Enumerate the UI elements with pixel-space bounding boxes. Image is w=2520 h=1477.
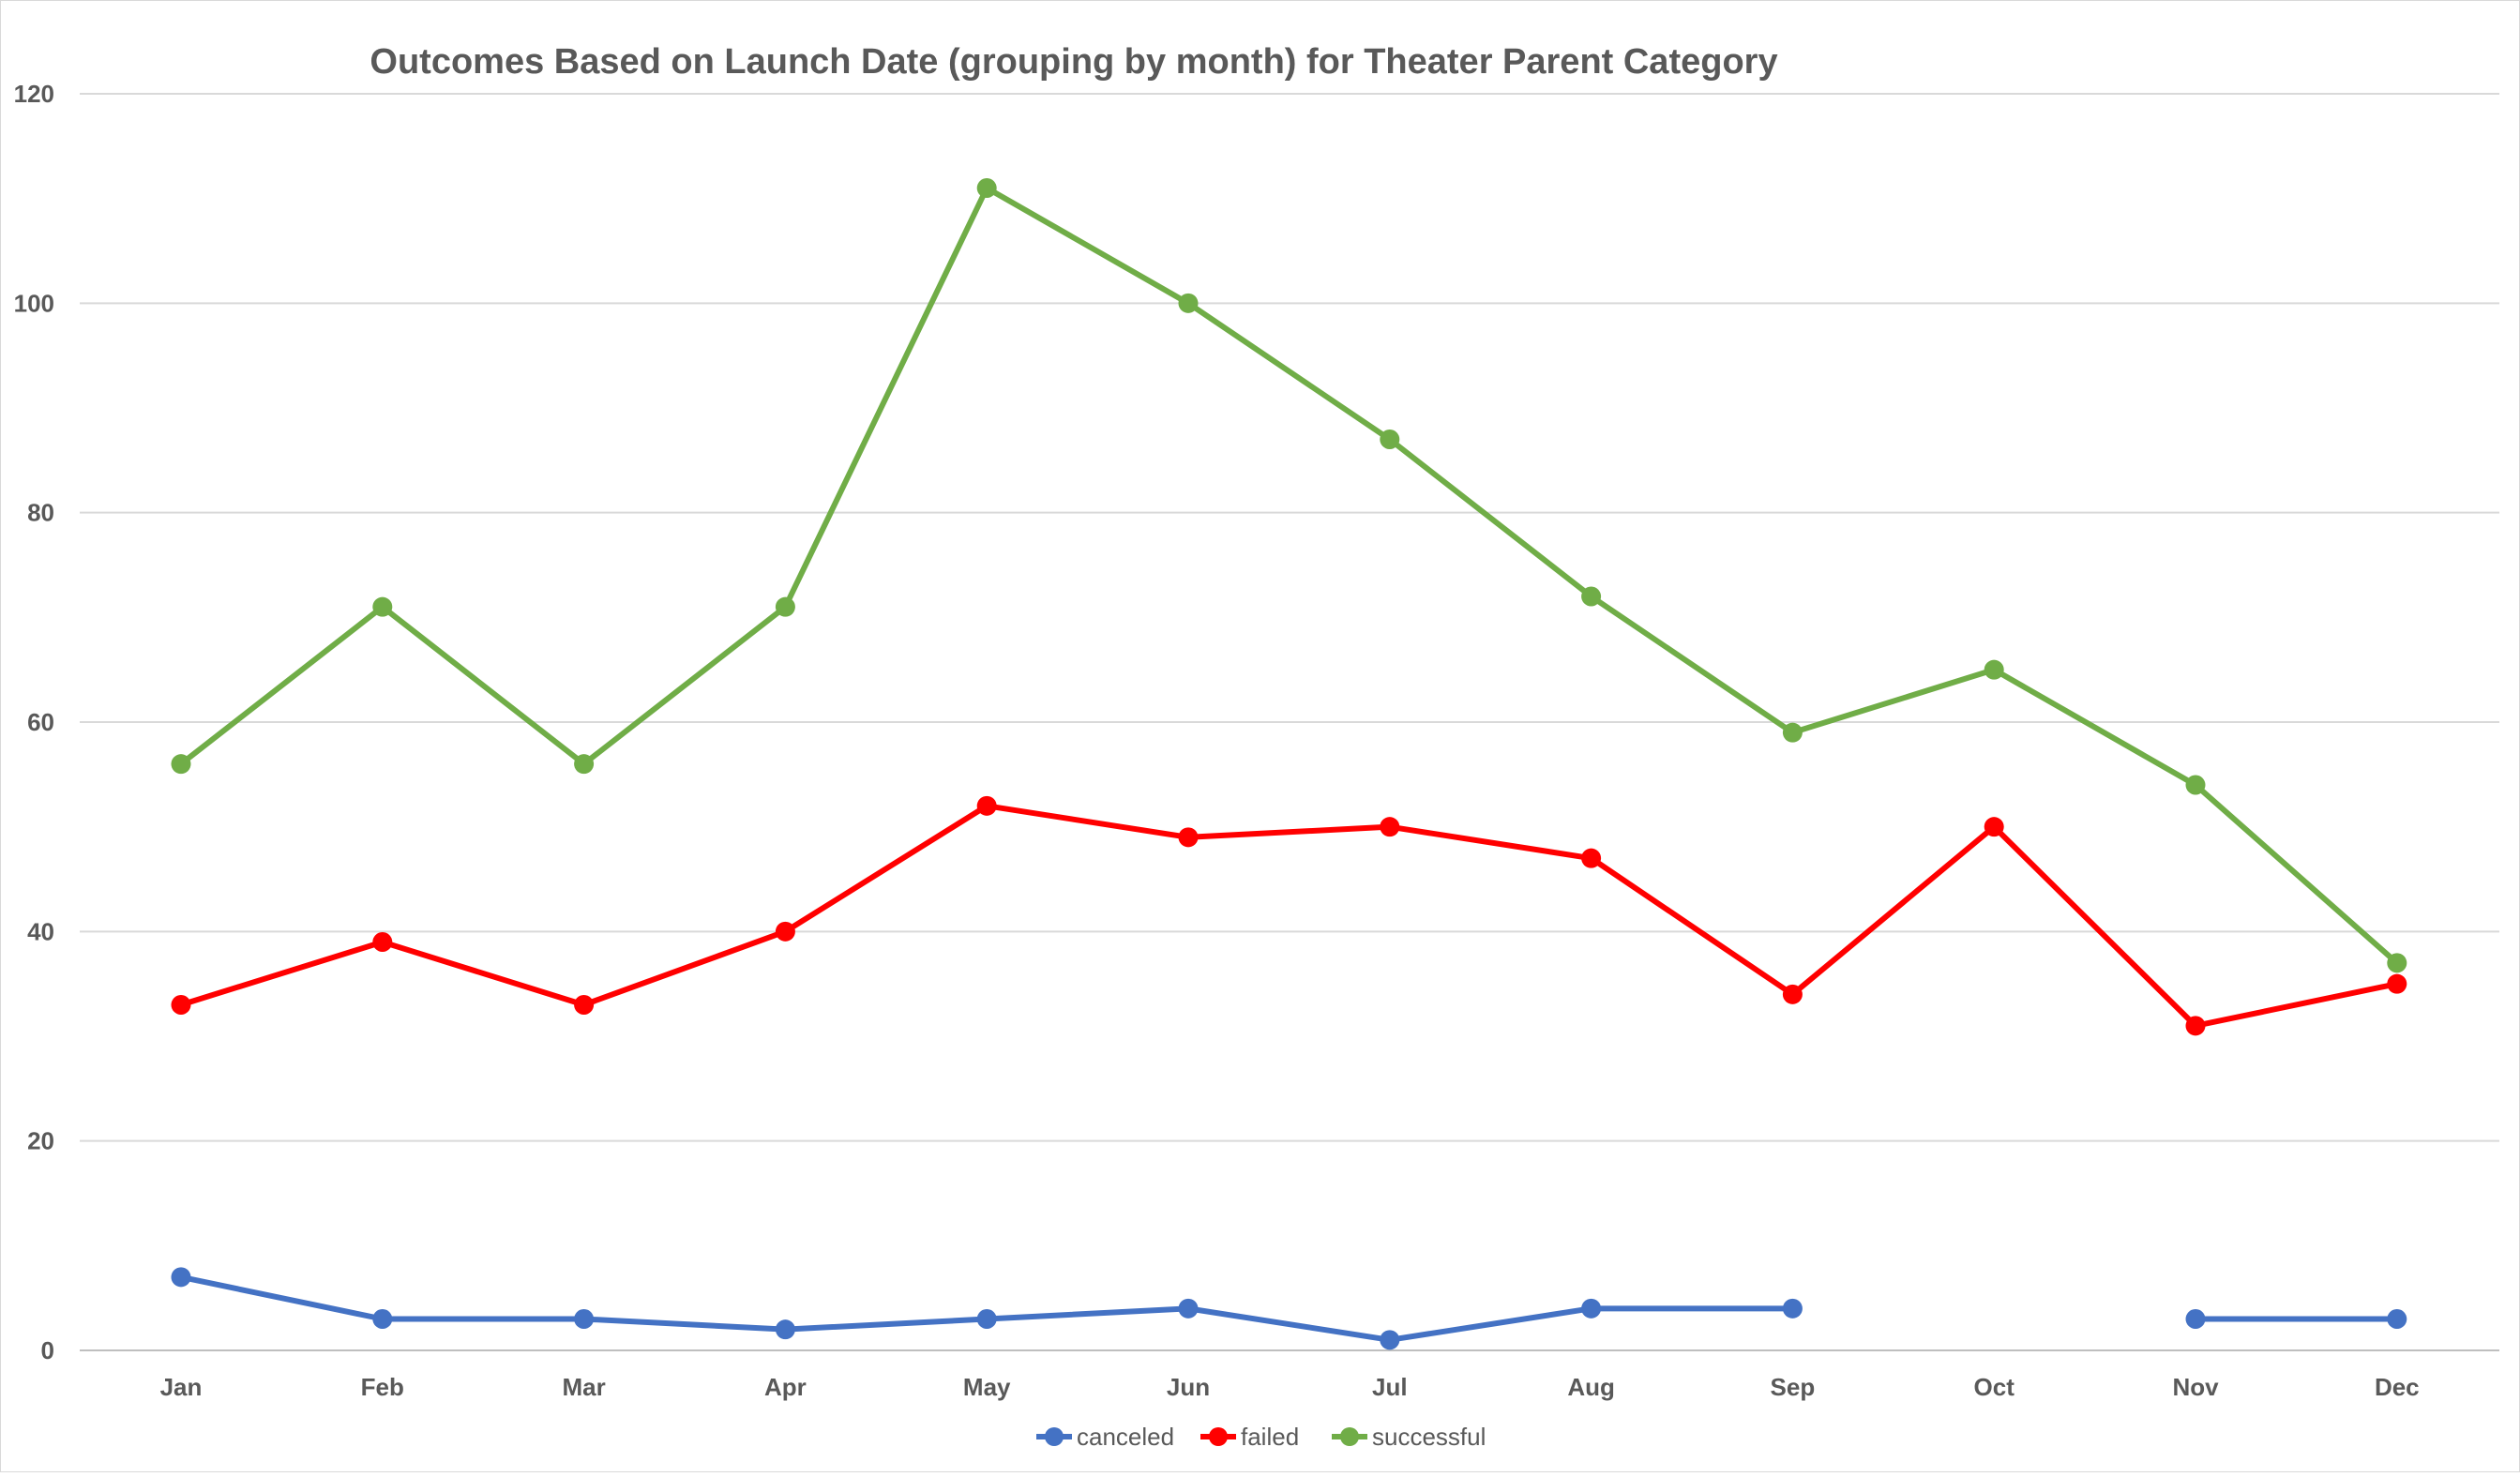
x-tick-label: Dec — [2375, 1373, 2420, 1401]
gridlines — [80, 93, 2499, 1351]
y-tick-label: 40 — [27, 917, 54, 945]
data-point — [2387, 1309, 2407, 1329]
data-point — [1178, 827, 1199, 848]
data-point — [775, 1319, 795, 1340]
data-point — [2185, 775, 2206, 795]
data-point — [171, 1267, 191, 1288]
data-point — [574, 754, 595, 775]
data-point — [976, 1309, 997, 1329]
data-point — [372, 1309, 393, 1329]
x-tick-label: May — [963, 1373, 1011, 1401]
data-point — [1984, 817, 2004, 837]
data-point — [2387, 973, 2407, 994]
x-tick-label: Jun — [1167, 1373, 1210, 1401]
data-point — [372, 596, 393, 617]
data-point — [2185, 1016, 2206, 1036]
series-lines — [171, 178, 2407, 1350]
y-tick-label: 0 — [41, 1336, 54, 1364]
legend: canceled failed successful — [1036, 1423, 1486, 1451]
data-point — [1782, 984, 1803, 1004]
data-point — [1782, 722, 1803, 743]
data-point — [1581, 1298, 1602, 1319]
data-point — [1581, 586, 1602, 607]
series-line — [178, 803, 2400, 1029]
legend-label: failed — [1241, 1423, 1299, 1451]
legend-marker — [1045, 1427, 1064, 1446]
data-point — [1581, 848, 1602, 868]
series-successful — [171, 178, 2407, 973]
x-tick-label: Aug — [1567, 1373, 1615, 1401]
data-point — [1380, 817, 1400, 837]
series-line — [178, 185, 2400, 966]
legend-label: successful — [1372, 1423, 1486, 1451]
data-point — [1178, 293, 1199, 313]
legend-item-successful: successful — [1332, 1423, 1486, 1451]
y-tick-label: 60 — [27, 708, 54, 736]
data-point — [1782, 1298, 1803, 1319]
x-tick-label: Oct — [1974, 1373, 2015, 1401]
y-tick-label: 80 — [27, 499, 54, 527]
data-point — [775, 921, 795, 942]
x-tick-label: Jul — [1372, 1373, 1408, 1401]
data-point — [574, 995, 595, 1015]
series-failed — [171, 795, 2407, 1036]
legend-marker — [1209, 1427, 1228, 1446]
x-axis-ticks: Jan Feb Mar Apr May Jun Jul Aug Sep Oct Nov Dec — [160, 1373, 2420, 1401]
data-point — [2185, 1309, 2206, 1329]
y-tick-label: 100 — [14, 289, 54, 317]
data-point — [171, 754, 191, 775]
data-point — [171, 995, 191, 1015]
x-tick-label: Apr — [764, 1373, 807, 1401]
data-point — [775, 596, 795, 617]
data-point — [574, 1309, 595, 1329]
x-tick-label: Feb — [361, 1373, 404, 1401]
y-tick-label: 20 — [27, 1127, 54, 1155]
data-point — [1984, 659, 2004, 680]
y-tick-label: 120 — [14, 80, 54, 108]
legend-item-canceled: canceled — [1036, 1423, 1174, 1451]
legend-marker — [1340, 1427, 1359, 1446]
data-point — [1380, 430, 1400, 449]
legend-item-failed: failed — [1200, 1423, 1299, 1451]
data-point — [1178, 1298, 1199, 1319]
x-tick-label: Jan — [160, 1373, 203, 1401]
data-point — [976, 178, 997, 198]
x-tick-label: Nov — [2172, 1373, 2219, 1401]
y-axis-ticks: 0 20 40 60 80 100 120 — [14, 80, 54, 1364]
chart-title: Outcomes Based on Launch Date (grouping … — [370, 42, 1777, 82]
data-point — [1380, 1330, 1400, 1350]
data-point — [372, 932, 393, 952]
legend-label: canceled — [1077, 1423, 1174, 1451]
x-tick-label: Sep — [1771, 1373, 1816, 1401]
data-point — [2387, 953, 2407, 973]
data-point — [976, 795, 997, 816]
x-tick-label: Mar — [562, 1373, 605, 1401]
series-canceled — [171, 1267, 2407, 1350]
